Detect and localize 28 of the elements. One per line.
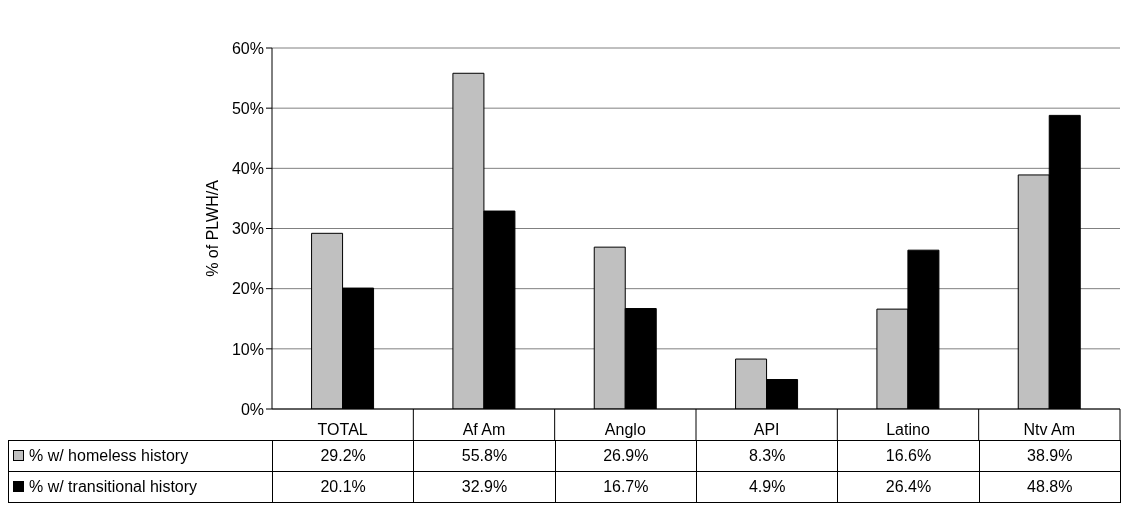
data-label: 8.3% <box>696 440 838 472</box>
data-label: 16.6% <box>837 440 980 472</box>
y-tick-label: 60% <box>231 39 264 57</box>
x-tick-label: Ntv Am <box>1023 421 1076 438</box>
y-tick-label: 10% <box>231 340 264 358</box>
data-label: 26.4% <box>837 471 980 503</box>
x-tick-label: API <box>753 421 780 438</box>
y-tick-label: 50% <box>231 99 264 117</box>
data-label: 32.9% <box>413 471 556 503</box>
data-label: 38.9% <box>979 440 1121 472</box>
x-tick-label: Latino <box>886 421 930 438</box>
data-label: 48.8% <box>979 471 1121 503</box>
y-tick-label: 0% <box>240 400 264 418</box>
data-label: 4.9% <box>696 471 838 503</box>
data-label: 20.1% <box>272 471 414 503</box>
y-tick-label: 30% <box>231 220 264 238</box>
y-tick-label: 40% <box>231 160 264 178</box>
data-label: 29.2% <box>272 440 414 472</box>
data-label: 55.8% <box>413 440 556 472</box>
x-tick-label: TOTAL <box>317 421 368 438</box>
legend-label: % w/ homeless history <box>8 440 273 472</box>
x-tick-label: Anglo <box>604 421 646 438</box>
y-tick-label: 20% <box>231 280 264 298</box>
x-tick-label: Af Am <box>462 421 506 438</box>
data-label: 16.7% <box>555 471 697 503</box>
legend-label: % w/ transitional history <box>8 471 273 503</box>
data-label: 26.9% <box>555 440 697 472</box>
y-axis-title: % of PLWH/A <box>203 179 221 277</box>
